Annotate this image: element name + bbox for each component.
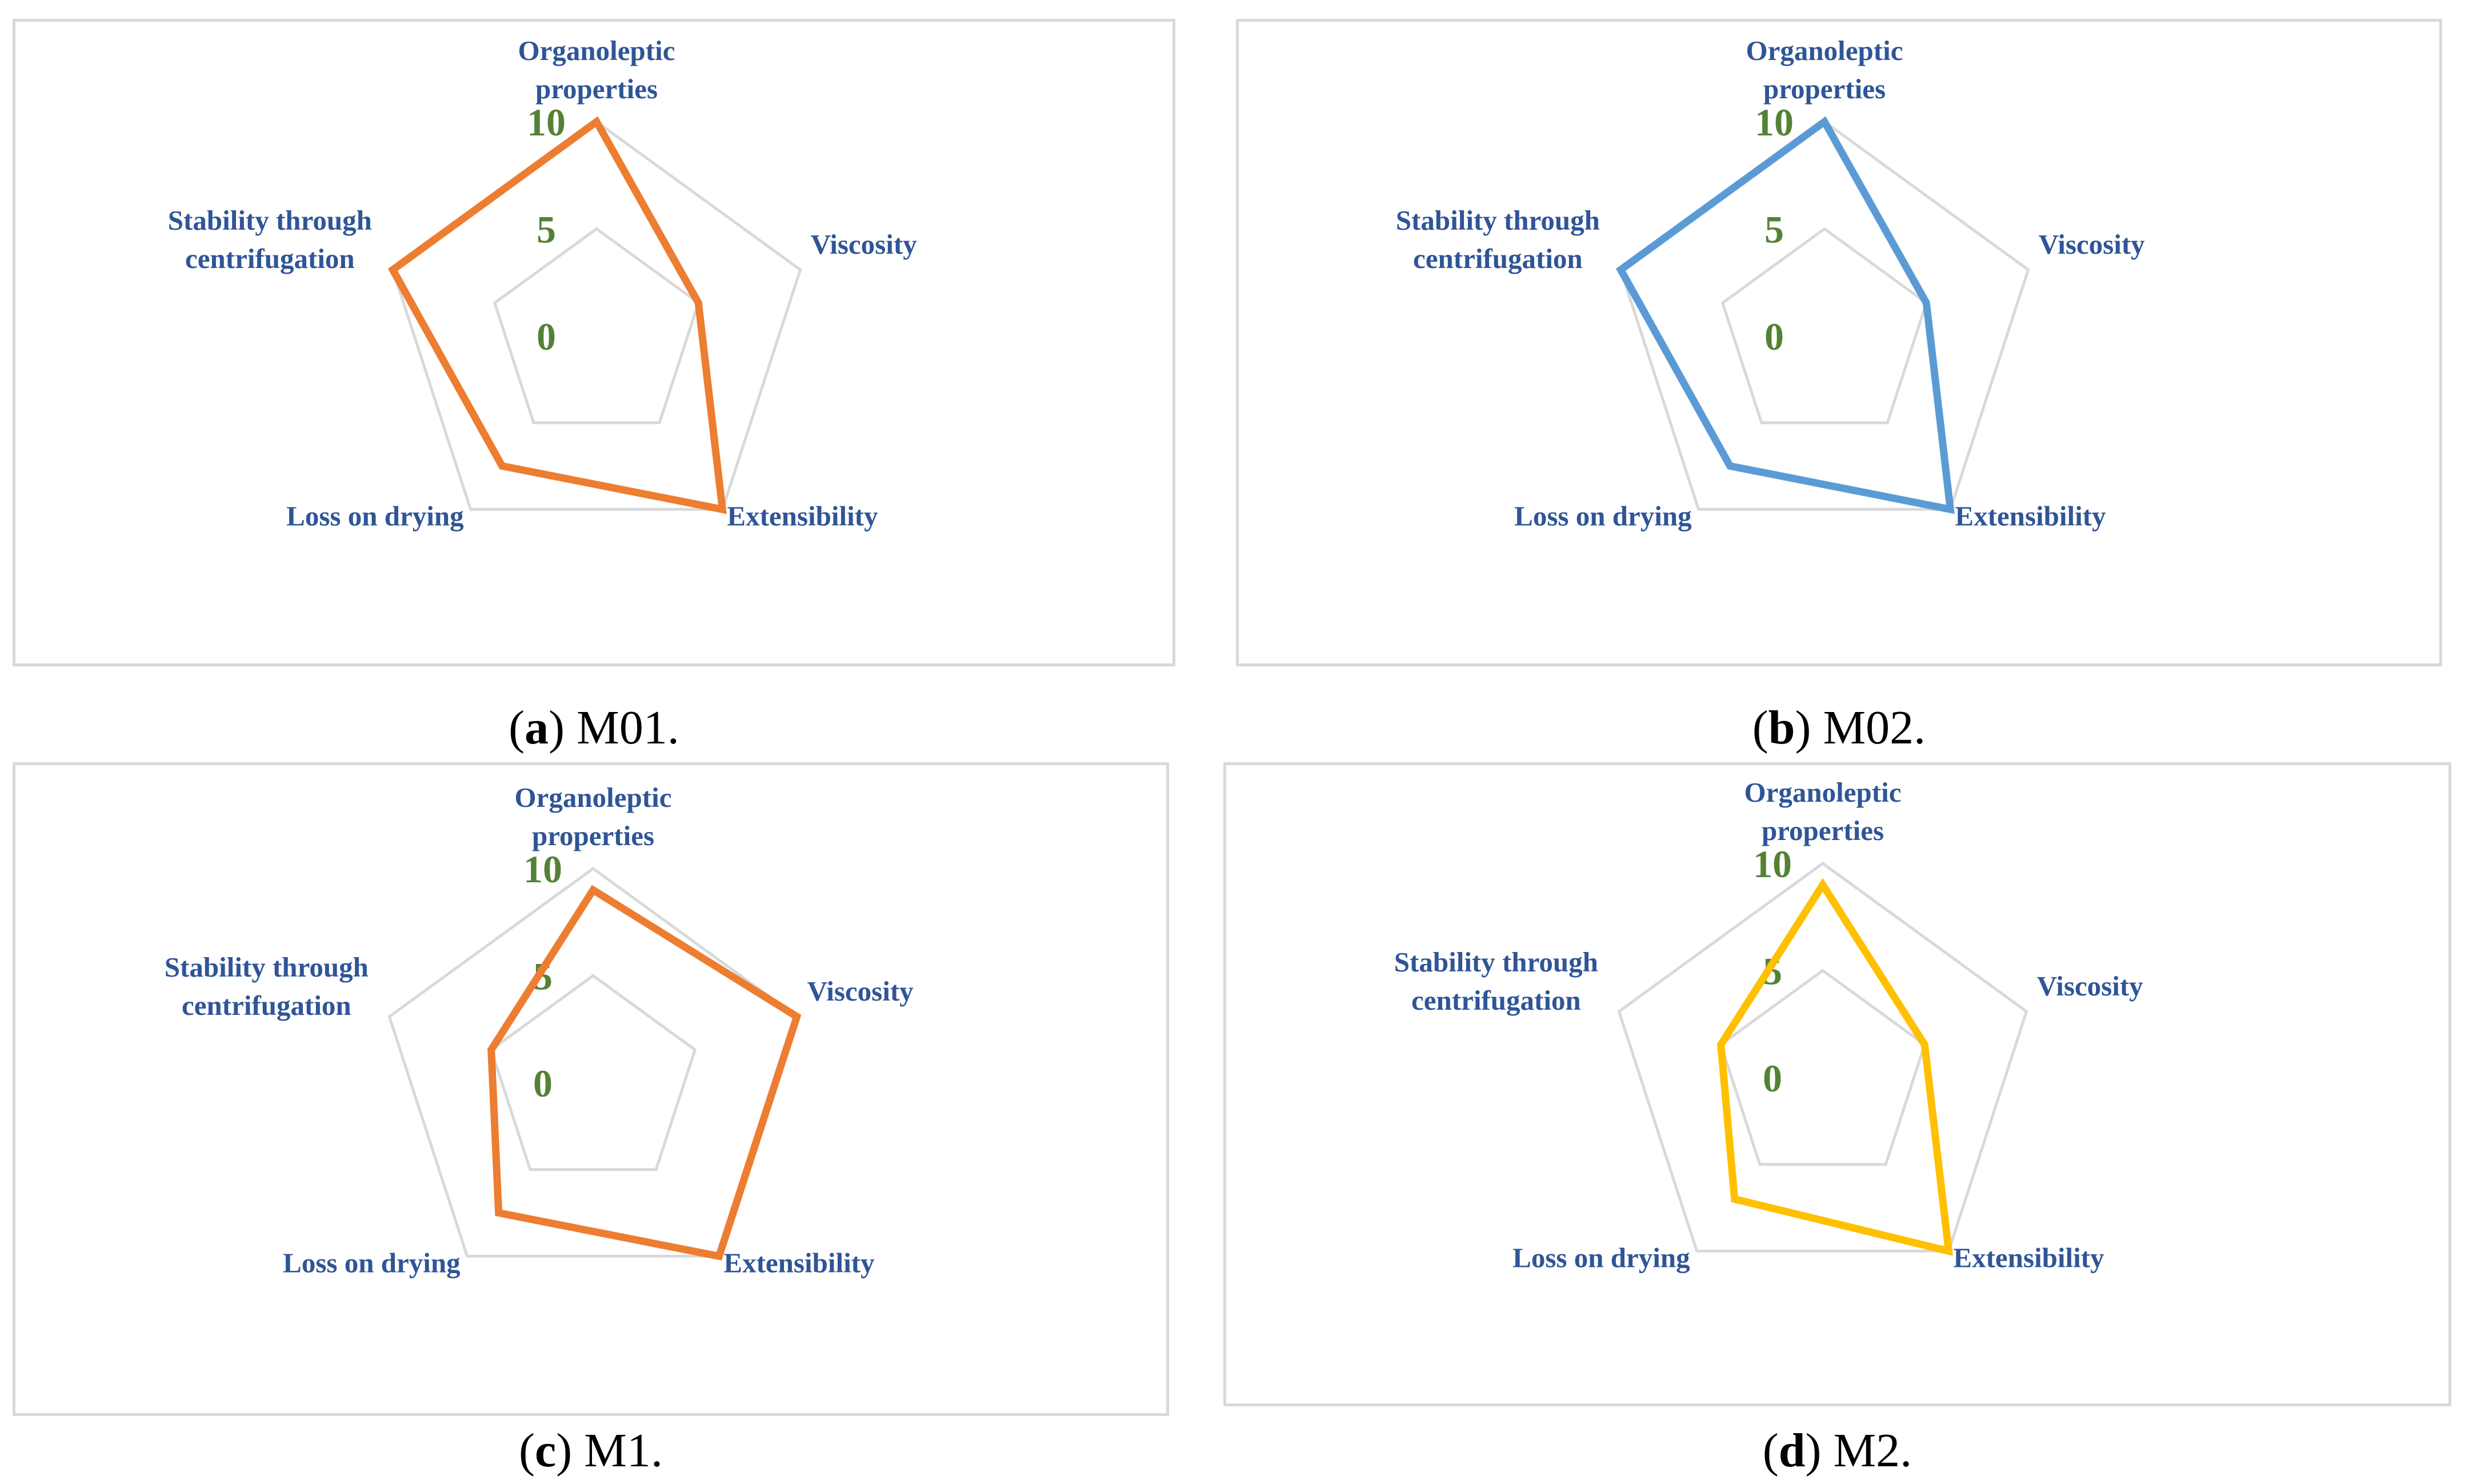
caption-b: (b) M02. bbox=[1752, 701, 1926, 754]
grid-ring-outer bbox=[391, 119, 802, 511]
data-point-viscosity bbox=[1926, 302, 1927, 304]
tick-label-0: 0 bbox=[1764, 315, 1784, 358]
data-point-extensibility bbox=[1948, 1250, 1950, 1252]
tick-label-10: 10 bbox=[527, 101, 566, 144]
tick-label-10: 10 bbox=[1755, 101, 1794, 144]
axis-label-organoleptic-properties: Organoleptic properties bbox=[1746, 35, 1903, 105]
caption-a: (a) M01. bbox=[509, 701, 679, 754]
data-point-loss-on-drying bbox=[1729, 465, 1731, 467]
axis-label-organoleptic-properties: Organoleptic properties bbox=[518, 35, 675, 105]
axis-label-stability-through-centrifugation: Stability through centrifugation bbox=[165, 951, 369, 1021]
caption-d: (d) M2. bbox=[1762, 1424, 1912, 1477]
data-point-extensibility bbox=[718, 1255, 720, 1257]
series-line-c bbox=[487, 885, 802, 1261]
axis-label-stability-through-centrifugation: Stability through centrifugation bbox=[1396, 205, 1600, 274]
axis-label-extensibility: Extensibility bbox=[1955, 500, 2106, 531]
grid-ring-inner bbox=[493, 227, 701, 425]
axis-label-viscosity: Viscosity bbox=[807, 975, 914, 1007]
axis-label-extensibility: Extensibility bbox=[1953, 1242, 2104, 1273]
data-point-loss-on-drying bbox=[498, 1212, 499, 1214]
grid-ring-inner bbox=[489, 974, 697, 1171]
tick-label-10: 10 bbox=[523, 847, 562, 891]
data-point-stability-through-centrifugation bbox=[392, 269, 394, 271]
series-line-a bbox=[387, 116, 727, 514]
data-point-stability-through-centrifugation bbox=[490, 1049, 492, 1051]
axis-label-extensibility: Extensibility bbox=[727, 500, 878, 531]
data-point-viscosity bbox=[698, 302, 699, 304]
data-point-organoleptic-properties bbox=[1822, 884, 1823, 886]
radar-chart-panel-c: 0 5 10 Organoleptic properties Viscosity Exten… bbox=[13, 762, 1169, 1416]
radar-chart-panel-a: 0 5 10 Organoleptic properties Viscosity Exten… bbox=[13, 19, 1175, 666]
axis-label-organoleptic-properties: Organoleptic properties bbox=[1744, 777, 1902, 846]
axis-label-viscosity: Viscosity bbox=[2039, 229, 2145, 260]
tick-label-5: 5 bbox=[1764, 208, 1784, 251]
caption-text-b: M02. bbox=[1811, 701, 1926, 754]
tick-label-5: 5 bbox=[537, 208, 556, 251]
axis-label-organoleptic-properties: Organoleptic properties bbox=[515, 782, 672, 851]
data-point-extensibility bbox=[722, 509, 723, 510]
axis-label-stability-through-centrifugation: Stability through centrifugation bbox=[1394, 946, 1598, 1016]
caption-letter-c: c bbox=[535, 1424, 557, 1477]
caption-letter-d: d bbox=[1778, 1424, 1806, 1477]
series-line-d bbox=[1717, 878, 1953, 1256]
axis-label-viscosity: Viscosity bbox=[2037, 970, 2143, 1002]
tick-label-0: 0 bbox=[533, 1062, 553, 1105]
tick-label-0: 0 bbox=[1763, 1057, 1782, 1100]
data-point-viscosity bbox=[796, 1016, 798, 1018]
grid-ring-inner bbox=[1720, 227, 1928, 425]
data-point-stability-through-centrifugation bbox=[1720, 1044, 1722, 1046]
tick-label-10: 10 bbox=[1753, 842, 1792, 886]
data-point-loss-on-drying bbox=[1734, 1198, 1735, 1200]
tick-label-0: 0 bbox=[537, 315, 556, 358]
caption-text-a: M01. bbox=[565, 701, 679, 754]
caption-c: (c) M1. bbox=[519, 1424, 663, 1477]
axis-label-loss-on-drying: Loss on drying bbox=[1514, 500, 1692, 531]
caption-text-c: M1. bbox=[572, 1424, 663, 1477]
data-point-viscosity bbox=[1924, 1044, 1926, 1046]
axis-label-loss-on-drying: Loss on drying bbox=[1512, 1242, 1690, 1273]
caption-letter-b: b bbox=[1768, 701, 1795, 754]
data-point-organoleptic-properties bbox=[593, 889, 594, 891]
data-point-organoleptic-properties bbox=[596, 121, 597, 122]
data-point-organoleptic-properties bbox=[1824, 121, 1825, 122]
axis-label-extensibility: Extensibility bbox=[723, 1247, 875, 1278]
data-point-extensibility bbox=[1950, 509, 1951, 510]
grid-ring-outer bbox=[1619, 119, 2030, 511]
axis-label-loss-on-drying: Loss on drying bbox=[286, 500, 464, 531]
data-point-loss-on-drying bbox=[501, 465, 503, 467]
caption-letter-a: a bbox=[525, 701, 549, 754]
grid-ring-outer bbox=[1617, 861, 2028, 1253]
caption-text-d: M2. bbox=[1821, 1424, 1912, 1477]
radar-chart-panel-d: 0 5 10 Organoleptic properties Viscosity Exten… bbox=[1223, 762, 2451, 1406]
axis-label-viscosity: Viscosity bbox=[811, 229, 917, 260]
axis-label-stability-through-centrifugation: Stability through centrifugation bbox=[168, 205, 372, 274]
data-point-stability-through-centrifugation bbox=[1620, 269, 1622, 271]
axis-label-loss-on-drying: Loss on drying bbox=[283, 1247, 461, 1278]
grid-ring-inner bbox=[1719, 969, 1927, 1166]
radar-chart-panel-b: 0 5 10 Organoleptic properties Viscosity Exten… bbox=[1236, 19, 2442, 666]
series-line-b bbox=[1615, 116, 1955, 514]
